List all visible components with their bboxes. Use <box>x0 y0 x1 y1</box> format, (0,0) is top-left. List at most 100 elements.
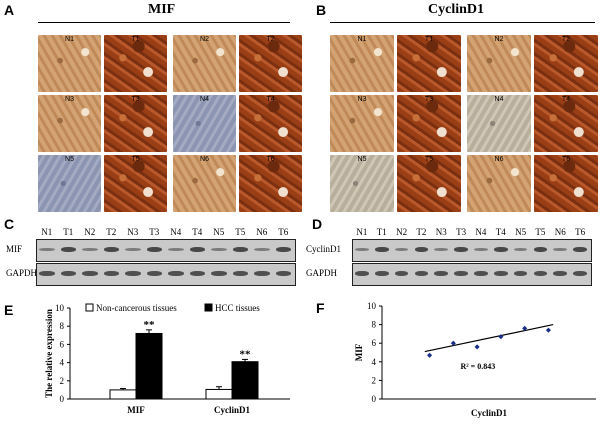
blot-band <box>414 247 429 252</box>
blot-band <box>146 247 162 252</box>
blot-band <box>168 248 184 251</box>
ihc-tile-a-n5 <box>38 155 101 212</box>
blot-band <box>60 271 76 276</box>
ihc-tile-label: T2 <box>266 36 275 43</box>
blot-band <box>513 271 528 276</box>
ihc-tile-label: N2 <box>494 36 504 43</box>
ihc-tile-label: N3 <box>357 96 367 103</box>
ihc-tile-label: T4 <box>561 96 571 103</box>
blot-lane-label: T1 <box>376 227 387 237</box>
x-axis-label: CyclinD1 <box>471 408 508 418</box>
y-tick-label: 4 <box>372 357 377 367</box>
blot-band <box>189 247 205 252</box>
ihc-tile-a-n2 <box>173 35 236 92</box>
ihc-tile-label: T5 <box>424 156 434 163</box>
ihc-tile-b-t3 <box>397 95 461 152</box>
blot-band <box>513 248 528 251</box>
ihc-tile-label: N2 <box>200 36 209 43</box>
ihc-tile-a-t3 <box>104 95 167 152</box>
blot-band <box>254 271 270 276</box>
blot-band <box>553 271 568 276</box>
ihc-tile-b-n3 <box>330 95 394 152</box>
x-category-label: CyclinD1 <box>214 405 251 415</box>
blot-lane-label: N1 <box>356 227 368 237</box>
bar-mif-0 <box>109 389 137 400</box>
y-tick-label: 10 <box>55 303 65 313</box>
blot-band <box>232 247 248 252</box>
ihc-tile-label: T3 <box>424 96 434 103</box>
blot-band <box>573 271 587 276</box>
blot-lane-label: N4 <box>475 227 487 237</box>
panel-b-title: CyclinD1 <box>428 2 484 17</box>
ihc-tile-label: T1 <box>424 36 434 43</box>
blot-band <box>454 247 468 252</box>
blot-band <box>434 271 449 276</box>
blot-band <box>60 247 76 252</box>
ihc-tile-label: N4 <box>200 96 209 103</box>
ihc-tile-label: N6 <box>200 156 209 163</box>
blot-band <box>434 248 449 251</box>
panel-f-scatter-chart: 0 2 4 6 8 10 MIF CyclinD1 R² = 0.843 <box>354 301 596 418</box>
blot-lane-label: T3 <box>149 227 160 237</box>
ihc-tile-a-n4 <box>173 95 236 152</box>
blot-strip-cyclind1 <box>352 239 592 262</box>
ihc-tile-a-n3 <box>38 95 101 152</box>
y-tick-label: 10 <box>367 301 377 311</box>
blot-band <box>275 271 291 276</box>
blot-band <box>125 248 141 251</box>
blot-band <box>103 247 119 252</box>
panel-a-title: MIF <box>148 2 176 17</box>
blot-lane-label: T3 <box>456 227 467 237</box>
ihc-tile-b-n2 <box>467 35 531 92</box>
blot-band <box>394 248 409 251</box>
blot-row-label: MIF <box>6 244 23 254</box>
blot-lane-label: N5 <box>515 227 527 237</box>
blot-band <box>103 271 119 276</box>
blot-row-label: CyclinD1 <box>306 244 341 254</box>
y-tick-label: 8 <box>372 320 377 330</box>
blot-band <box>125 271 141 276</box>
blot-lane-label: N3 <box>127 227 139 237</box>
blot-strip-gapdh <box>36 263 296 286</box>
blot-band <box>211 248 227 251</box>
blot-lane-label: T2 <box>106 227 117 237</box>
blot-lane-label: N3 <box>435 227 447 237</box>
blot-lane-label: N2 <box>84 227 96 237</box>
ihc-tile-b-t5 <box>397 155 461 212</box>
blot-lane-label: N6 <box>554 227 566 237</box>
blot-band <box>82 248 98 251</box>
y-tick-label: 2 <box>60 376 65 386</box>
y-tick-label: 2 <box>372 375 377 385</box>
blot-band <box>454 271 468 276</box>
panel-a-rule <box>38 22 290 23</box>
ihc-tile-b-t6 <box>534 155 598 212</box>
y-tick-label: 6 <box>372 338 377 348</box>
blot-band <box>374 247 389 252</box>
panel-d-label: D <box>312 216 323 232</box>
blot-band <box>355 248 369 251</box>
y-tick-label: 0 <box>60 394 65 404</box>
bar-cyclind1-1 <box>231 361 259 400</box>
ihc-tile-b-n4 <box>467 95 531 152</box>
ihc-tile-b-n1 <box>330 35 394 92</box>
ihc-tile-a-t6 <box>239 155 302 212</box>
blot-row-label: GAPDH <box>306 268 338 278</box>
ihc-tile-label: N3 <box>65 96 74 103</box>
panel-e-label: E <box>4 302 14 318</box>
legend-label-hcc: HCC tissues <box>215 303 260 313</box>
y-axis-label: The relative expression <box>44 309 54 398</box>
ihc-tile-a-n1 <box>38 35 101 92</box>
blot-lane-label: T6 <box>278 227 289 237</box>
y-tick-label: 4 <box>60 358 65 368</box>
blot-band <box>189 271 205 276</box>
y-tick-label: 6 <box>60 339 65 349</box>
ihc-tile-label: T4 <box>266 96 275 103</box>
blot-lane-label: N2 <box>396 227 408 237</box>
ihc-tile-label: N6 <box>494 156 504 163</box>
blot-band <box>254 248 270 251</box>
scatter-point-6 <box>545 327 551 333</box>
ihc-tile-label: N4 <box>494 96 504 103</box>
ihc-tile-label: N1 <box>65 36 74 43</box>
ihc-tile-label: T2 <box>561 36 571 43</box>
